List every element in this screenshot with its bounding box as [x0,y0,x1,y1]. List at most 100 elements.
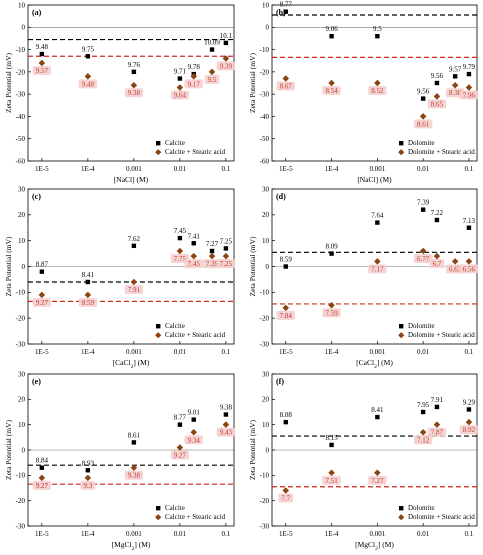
x-tick-label: 0.01 [174,530,187,538]
data-point-diamond [465,418,473,426]
y-tick-label: -20 [16,68,26,76]
y-tick-label: 0 [22,446,26,454]
ph-label-series-a: 7.41 [188,232,201,240]
y-tick-label: 0 [266,24,270,32]
y-tick-label: -30 [260,91,270,99]
y-tick-label: 10 [262,237,270,245]
data-point-square [85,279,91,285]
ph-label-series-a: 10.1 [220,32,233,40]
data-point-square [223,246,229,251]
x-tick-label: 0.001 [369,530,385,538]
data-point-square [39,465,45,470]
ph-label-series-b: 9.38 [128,472,141,480]
data-point-square [466,407,472,412]
y-tick-label: -20 [260,497,270,505]
x-tick-label: 1E-4 [81,348,95,356]
legend-label-series-b: Calcite + Stearic acid [165,331,226,339]
label-bg-b [459,90,479,100]
y-axis-title: Zeta Potential (mV) [4,236,13,296]
x-axis-title: [CaCl2] (M) [356,358,393,370]
x-tick-label: 0.1 [465,165,474,173]
legend-label-series-b: Dolomite + Stearic acid [408,148,475,156]
ph-label-series-a: 8.87 [36,261,49,269]
data-point-square [283,264,288,269]
data-point-diamond [84,474,92,482]
ph-label-series-b: 9.48 [82,80,95,88]
ph-label-series-a: 9.01 [188,409,201,417]
y-tick-label: -30 [16,91,26,99]
ph-label-series-b: 6.56 [463,265,476,273]
legend-label-series-a: Dolomite [408,504,434,512]
data-point-square [466,71,472,77]
data-point-square [177,76,183,81]
panel-5: -30 -20 -10 0 10 20 30 1E-5 1E-4 0.001 0.01 0.1 [MgC… [4,370,236,552]
x-tick-label: 1E-4 [325,165,339,173]
y-tick-label: 0 [22,24,26,32]
y-tick-label: -10 [260,472,270,480]
y-tick-label: 0 [22,263,26,271]
ph-label-series-a: 9.56 [431,72,444,80]
label-bg-b [413,435,433,445]
label-bg-b [184,435,203,445]
data-point-diamond [282,304,290,312]
y-tick-label: 10 [262,421,270,429]
ph-label-series-b: 7.45 [188,260,201,268]
ph-label-series-b: 7.84 [280,312,293,320]
legend-marker-square [399,506,404,511]
y-tick-label: -20 [260,315,270,323]
data-point-square [434,217,440,223]
legend-label-series-a: Calcite [165,322,185,330]
data-point-diamond [190,429,197,436]
data-point-diamond [282,487,290,494]
legend-label-series-a: Calcite [165,504,185,512]
ph-label-series-b: 9.39 [220,62,233,70]
data-point-square [420,96,426,101]
ph-label-series-a: 7.25 [220,237,233,245]
x-axis-title: [MgCl2] (M) [355,540,394,550]
data-point-diamond [190,73,197,80]
ph-label-series-a: 8.61 [128,431,141,439]
ph-label-series-a: 8.41 [82,271,95,279]
label-bg-b [170,254,190,263]
label-bg-b [459,264,479,274]
data-point-square [283,9,288,14]
ph-label-series-a: 8.41 [371,406,384,414]
ph-label-series-b: 9.3 [83,482,92,490]
data-point-diamond [176,247,184,255]
y-tick-label: 20 [18,396,26,404]
data-point-diamond [465,258,473,265]
ph-label-series-b: 7.25 [220,260,233,268]
data-point-square [191,417,196,422]
panel-6: -30 -20 -10 0 10 20 30 1E-5 1E-4 0.001 0.01 0.1 [MgC… [248,370,479,552]
data-point-square [434,80,440,86]
legend-label-series-b: Calcite + Stearic acid [165,148,226,156]
data-point-diamond [38,474,46,482]
plot-frame [27,4,235,162]
data-point-diamond [84,73,92,80]
ph-label-series-b: 8.67 [280,83,293,91]
ph-label-series-a: 9.78 [188,63,201,71]
y-tick-label: -30 [260,522,270,530]
plot-frame [271,4,478,162]
panel-letter: (e) [32,377,41,386]
data-point-square [375,220,380,225]
data-point-diamond [328,469,335,477]
data-point-square [223,40,229,46]
label-bg-b [413,254,433,263]
data-point-square [39,51,45,57]
label-bg-b [124,470,144,480]
x-tick-label: 0.01 [174,165,187,173]
data-point-diamond [208,68,216,76]
y-tick-label: -60 [16,157,26,165]
data-point-square [209,248,215,254]
panel-letter: (d) [276,192,286,201]
ph-label-series-b: 7.39 [206,260,219,268]
data-point-square [420,207,426,212]
label-bg-b [322,475,341,485]
ph-label-series-b: 9.27 [174,451,187,459]
